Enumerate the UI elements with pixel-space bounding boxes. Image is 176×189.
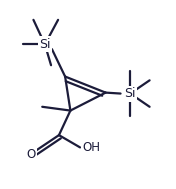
Text: Si: Si: [124, 87, 136, 100]
Text: O: O: [26, 148, 35, 160]
Text: OH: OH: [83, 141, 100, 154]
Text: Si: Si: [39, 38, 51, 51]
